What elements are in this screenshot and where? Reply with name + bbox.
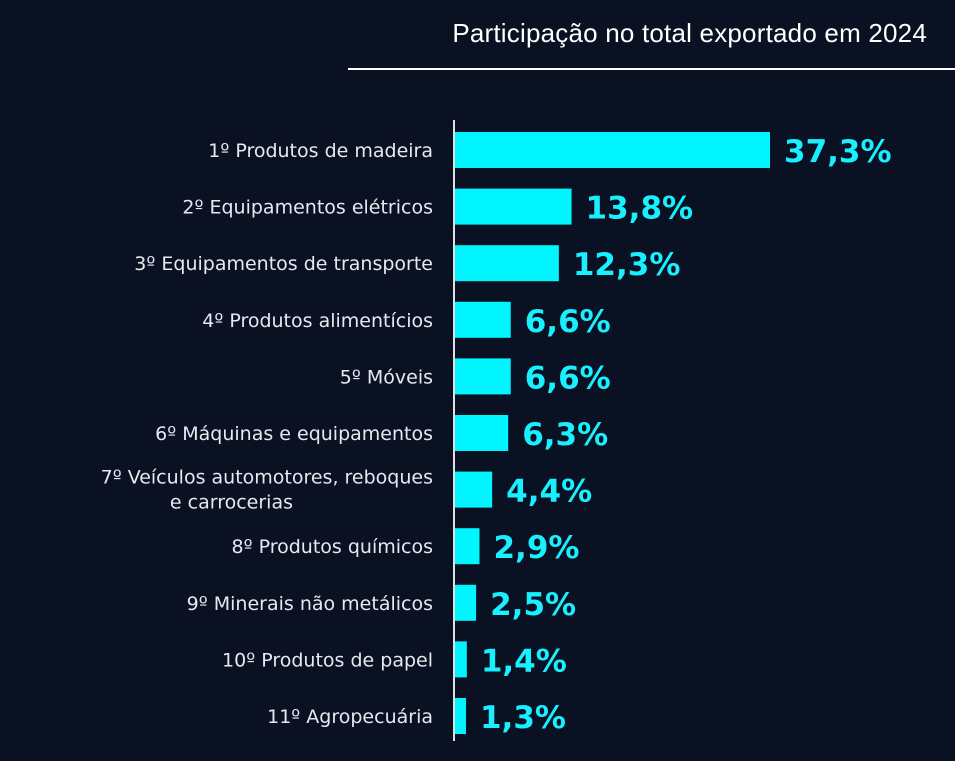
bar [455, 301, 511, 338]
value-label: 1,4% [481, 643, 567, 679]
value-label: 37,3% [784, 134, 892, 170]
bars-group [455, 132, 770, 734]
chart-title: Participação no total exportado em 2024 [452, 18, 927, 48]
bar [455, 584, 477, 621]
bar [455, 132, 770, 168]
category-label: 6º Máquinas e equipamentos [155, 423, 433, 445]
category-labels-group: 1º Produtos de madeira 2º Equipamentos el… [101, 140, 433, 728]
value-label: 13,8% [586, 191, 694, 227]
category-label: 10º Produtos de papel [222, 649, 433, 671]
value-label: 1,3% [480, 700, 566, 736]
category-label: 5º Móveis [340, 366, 433, 388]
category-label: 8º Produtos químicos [232, 536, 433, 558]
bar [455, 641, 467, 678]
category-label: 4º Produtos alimentícios [202, 310, 433, 332]
category-label: 1º Produtos de madeira [208, 140, 433, 162]
title-underline [348, 68, 955, 70]
bar [455, 471, 493, 508]
bar [455, 415, 509, 451]
category-label: 2º Equipamentos elétricos [182, 197, 433, 219]
bar [455, 358, 511, 395]
category-label: 7º Veículos automotores, reboques e carro… [101, 467, 433, 514]
bar [455, 245, 559, 282]
value-label: 6,6% [525, 360, 611, 396]
value-label: 2,9% [493, 530, 579, 566]
bar [455, 528, 480, 565]
bar [455, 698, 466, 734]
value-label: 12,3% [573, 247, 681, 283]
category-label: 9º Minerais não metálicos [187, 593, 433, 615]
category-label: 11º Agropecuária [267, 706, 433, 728]
category-label: 3º Equipamentos de transporte [134, 253, 433, 275]
value-label: 6,6% [525, 304, 611, 340]
value-label: 4,4% [506, 474, 592, 510]
value-label: 2,5% [490, 587, 576, 623]
value-labels-group: 37,3% 13,8% 12,3% 6,6% 6,6% 6,3% 4,4% 2,9% 2,5% 1… [480, 134, 892, 736]
bar [455, 188, 572, 225]
value-label: 6,3% [522, 417, 608, 453]
